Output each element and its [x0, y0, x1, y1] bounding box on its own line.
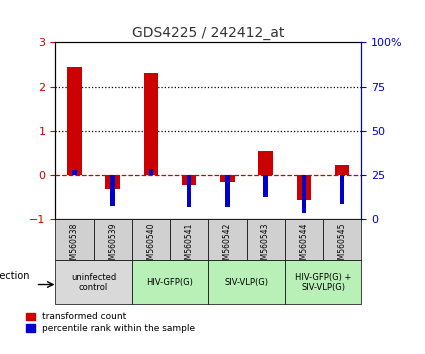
- Bar: [264, 175, 268, 198]
- Bar: [208, 219, 246, 260]
- Bar: [285, 260, 361, 304]
- Text: HIV-GFP(G) +
SIV-VLP(G): HIV-GFP(G) + SIV-VLP(G): [295, 273, 351, 292]
- Bar: [132, 219, 170, 260]
- Bar: [285, 219, 323, 260]
- Bar: [132, 260, 208, 304]
- Bar: [72, 170, 76, 175]
- Bar: [335, 166, 349, 175]
- Bar: [220, 175, 235, 182]
- Bar: [149, 169, 153, 175]
- Bar: [105, 175, 120, 188]
- Text: GSM560544: GSM560544: [299, 223, 309, 269]
- Text: SIV-VLP(G): SIV-VLP(G): [224, 278, 269, 287]
- Bar: [67, 67, 82, 175]
- Bar: [55, 219, 94, 260]
- Bar: [225, 175, 230, 207]
- Bar: [182, 175, 196, 185]
- Text: GSM560543: GSM560543: [261, 223, 270, 269]
- Bar: [297, 175, 311, 200]
- Text: GSM560540: GSM560540: [146, 223, 156, 269]
- Text: uninfected
control: uninfected control: [71, 273, 116, 292]
- Bar: [302, 175, 306, 213]
- Text: GSM560542: GSM560542: [223, 223, 232, 269]
- Bar: [94, 219, 132, 260]
- Bar: [340, 175, 344, 204]
- Text: GSM560538: GSM560538: [70, 223, 79, 269]
- Text: HIV-GFP(G): HIV-GFP(G): [147, 278, 193, 287]
- Bar: [144, 74, 158, 175]
- Bar: [110, 175, 115, 206]
- Bar: [208, 260, 285, 304]
- Title: GDS4225 / 242412_at: GDS4225 / 242412_at: [132, 26, 284, 40]
- Bar: [258, 151, 273, 175]
- Bar: [187, 175, 191, 207]
- Bar: [323, 219, 361, 260]
- Text: GSM560541: GSM560541: [184, 223, 194, 269]
- Text: GSM560539: GSM560539: [108, 223, 117, 269]
- Bar: [246, 219, 285, 260]
- Bar: [55, 260, 132, 304]
- Legend: transformed count, percentile rank within the sample: transformed count, percentile rank withi…: [26, 313, 195, 333]
- Text: GSM560545: GSM560545: [337, 223, 347, 269]
- Bar: [170, 219, 208, 260]
- Text: infection: infection: [0, 271, 30, 281]
